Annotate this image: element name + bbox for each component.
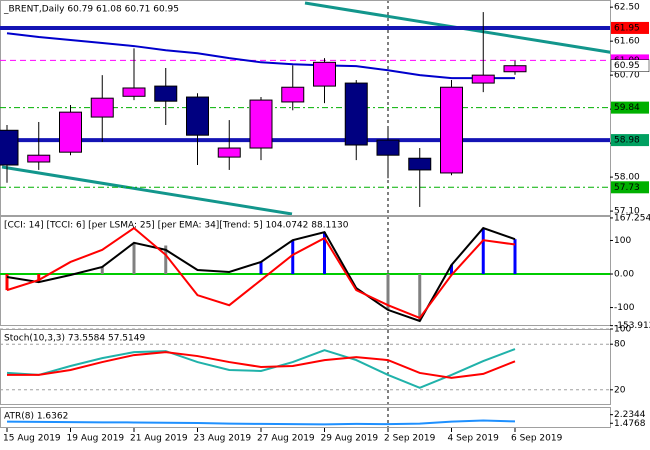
x-tick-label: 21 Aug 2019 [130, 434, 188, 444]
y-tick-label: 80 [614, 340, 626, 350]
price-label: 60.95 [614, 61, 640, 71]
trendline [1, 165, 293, 216]
candle-body [471, 74, 495, 84]
series-line [6, 419, 516, 426]
x-tick-label: 4 Sep 2019 [448, 434, 500, 444]
candle-body [217, 147, 241, 158]
level-label-box [611, 101, 649, 114]
x-tick-label: 27 Aug 2019 [257, 434, 315, 444]
series-line [6, 32, 515, 80]
y-tick-label: 60.70 [614, 71, 640, 81]
candles [0, 25, 610, 188]
x-tick-label: 23 Aug 2019 [194, 434, 252, 444]
level-label-box [611, 21, 649, 34]
candle-body [281, 86, 305, 103]
panel-title: [CCI: 14] [TCCI: 6] [per LSMA: 25] [per … [4, 221, 349, 231]
panel-frame [0, 216, 611, 326]
level-label: 58.98 [614, 136, 640, 146]
level-label: 59.84 [614, 103, 640, 113]
level-label-box [611, 134, 649, 147]
y-tick-label: 62.50 [614, 3, 640, 13]
level-label: 61.95 [614, 23, 640, 33]
y-tick-label: 100 [614, 236, 631, 246]
candle-body [27, 154, 51, 163]
candle-body [503, 65, 527, 73]
y-tick-label: 58.00 [614, 173, 640, 183]
candle-body [90, 97, 114, 118]
y-tick-label: -153.912 [614, 321, 650, 331]
y-tick-label: 61.60 [614, 37, 640, 47]
y-tick-label: 167.2545 [614, 213, 650, 223]
candle-body [59, 111, 82, 153]
candle-body [313, 61, 336, 87]
panel-frame [0, 329, 611, 405]
level-label: 57.73 [614, 183, 640, 193]
y-tick-label: 1.4768 [614, 419, 646, 429]
series-line [6, 226, 516, 320]
panel-title: _BRENT,Daily 60.79 61.08 60.71 60.95 [3, 5, 179, 15]
y-tick-label: -100 [614, 303, 635, 313]
candle-body [0, 129, 19, 166]
x-tick-label: 6 Sep 2019 [511, 434, 563, 444]
panel-title: Stoch(10,3,3) 73.5584 57.5149 [4, 334, 145, 344]
candle-body [154, 85, 178, 102]
panel-title: ATR(8) 1.6362 [4, 412, 68, 422]
x-tick-label: 2 Sep 2019 [384, 434, 436, 444]
candle-body [440, 86, 463, 174]
panel-frame [0, 407, 611, 428]
y-tick-label: 57.10 [614, 207, 640, 217]
candle-body [122, 87, 146, 97]
x-tick-label: 15 Aug 2019 [3, 434, 61, 444]
series-line [6, 348, 516, 389]
level-label-box [611, 181, 649, 194]
x-tick-label: 29 Aug 2019 [321, 434, 379, 444]
y-tick-label: 0.00 [614, 270, 634, 280]
candle-body [376, 139, 400, 156]
y-tick-label: 20 [614, 385, 626, 395]
series-line [7, 351, 516, 379]
y-tick-label: 2.2344 [614, 410, 646, 420]
candle-body [344, 82, 368, 146]
x-tick-label: 19 Aug 2019 [67, 434, 125, 444]
y-tick-label: 100 [614, 325, 631, 335]
candle-body [249, 99, 273, 149]
candle-body [186, 96, 209, 136]
price-label-box [610, 59, 650, 72]
candle-body [408, 157, 432, 171]
